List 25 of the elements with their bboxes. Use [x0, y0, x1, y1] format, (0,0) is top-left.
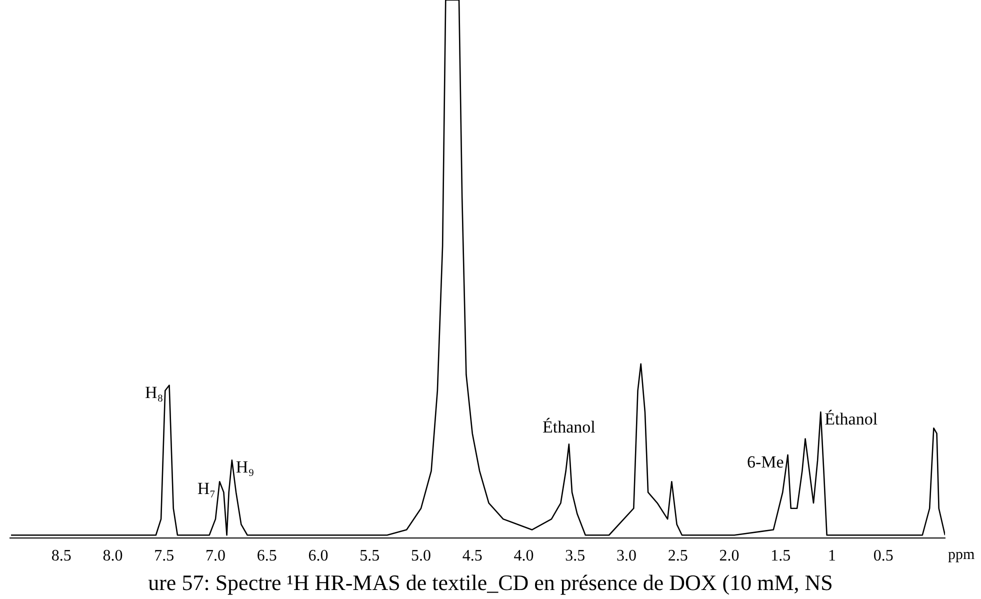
annotation: 6-Me — [746, 452, 784, 472]
annotation: Éthanol — [542, 418, 596, 437]
annotation: H₇ — [197, 479, 216, 498]
x-tick-label: 7.5 — [154, 548, 174, 565]
x-tick-label: 3.0 — [616, 548, 636, 565]
x-tick-label: 7.0 — [205, 548, 226, 565]
x-tick-label: 5.5 — [360, 548, 380, 565]
x-axis-title: ppm — [948, 547, 975, 564]
x-tick-label: 4.0 — [514, 548, 534, 565]
x-tick-label: 6.5 — [256, 548, 277, 565]
x-tick-label: 6.0 — [308, 548, 328, 565]
x-tick-label: 2.0 — [719, 548, 740, 565]
annotation: H₈ — [144, 382, 164, 402]
text: ure 57: Spectre ¹H HR-MAS de textile_CD en présence de DOX (10 mM, NS — [148, 570, 833, 595]
x-tick-label: 0.5 — [873, 548, 894, 565]
x-tick-label: 2.5 — [668, 548, 688, 565]
x-tick-label: 8.5 — [51, 548, 72, 565]
x-tick-label: 5.0 — [410, 548, 431, 565]
x-tick-label: 1.5 — [770, 548, 791, 565]
x-tick-label: 4.5 — [462, 548, 482, 565]
x-tick-label: 3.5 — [565, 548, 586, 565]
annotation: Éthanol — [824, 410, 878, 429]
x-tick-label: 1 — [828, 548, 836, 565]
x-tick-label: 8.0 — [102, 548, 123, 565]
annotation: H₉ — [236, 458, 254, 477]
